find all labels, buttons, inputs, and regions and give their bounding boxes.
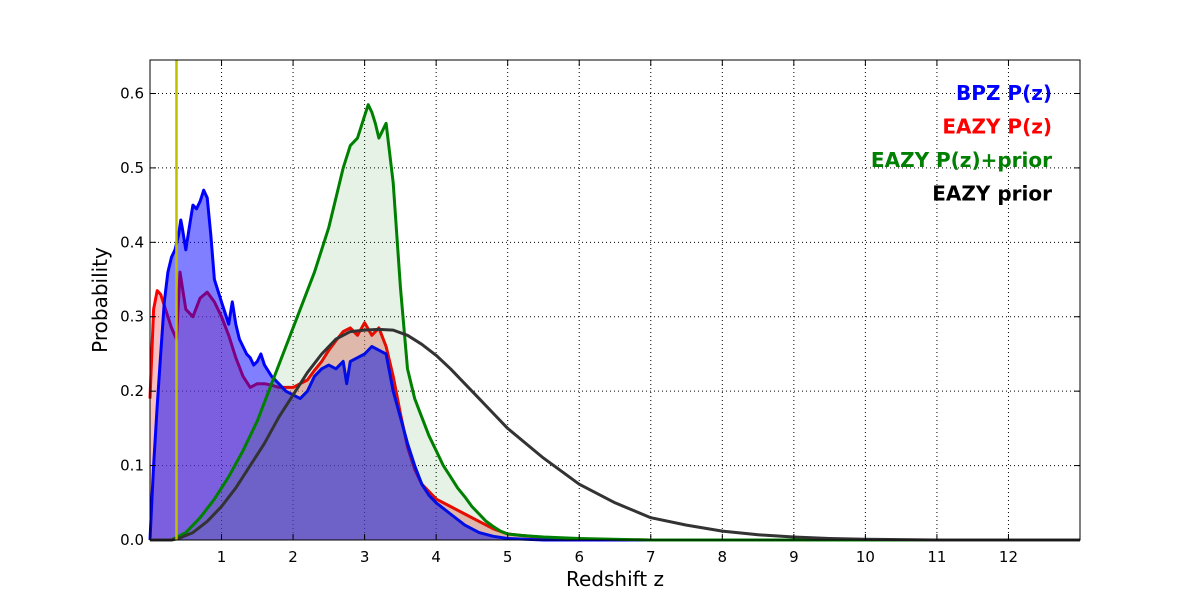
grid-lines [150, 60, 1080, 540]
x-tick-label: 9 [789, 548, 799, 566]
x-tick-label: 7 [646, 548, 656, 566]
legend-entry: BPZ P(z) [956, 81, 1052, 105]
legend: BPZ P(z) EAZY P(z) EAZY P(z)+prior EAZY pri… [871, 81, 1052, 206]
series-line-bpz-p-z [148, 188, 1080, 542]
x-tick-label: 6 [574, 548, 584, 566]
x-tick-label: 1 [217, 548, 227, 566]
series-area-bpz-p-z [150, 190, 1080, 540]
x-tick-label: 8 [718, 548, 728, 566]
series-area-eazy-p-z-prior [150, 104, 1080, 540]
tick-layer: 1 2 3 4 5 6 7 8 9 10 11 120.00.10.20.30.40.50.6 [120, 60, 1080, 566]
x-tick-label: 12 [999, 548, 1018, 566]
y-tick-label: 0.5 [120, 159, 144, 177]
x-tick-label: 5 [503, 548, 513, 566]
x-tick-label: 10 [856, 548, 875, 566]
x-tick-label: 11 [927, 548, 946, 566]
plot-frame [149, 59, 1081, 541]
x-axis-title: Redshift z [566, 567, 664, 591]
legend-entry: EAZY P(z)+prior [871, 148, 1052, 172]
y-tick-label: 0.3 [120, 308, 144, 326]
series-line-eazy-prior [150, 327, 1080, 542]
y-tick-label: 0.4 [120, 233, 144, 251]
y-tick-label: 0.2 [120, 382, 144, 400]
y-axis-title: Probability [88, 247, 112, 353]
legend-entry: EAZY P(z) [942, 115, 1052, 139]
series-layer [148, 103, 1080, 542]
y-tick-label: 0.1 [120, 457, 144, 475]
y-tick-label: 0.6 [120, 84, 144, 102]
x-tick-label: 4 [431, 548, 441, 566]
series-line-eazy-p-z-prior [150, 103, 1080, 542]
x-tick-label: 3 [360, 548, 370, 566]
y-tick-label: 0.0 [120, 531, 144, 549]
legend-entry: EAZY prior [932, 182, 1052, 206]
x-tick-label: 2 [288, 548, 298, 566]
